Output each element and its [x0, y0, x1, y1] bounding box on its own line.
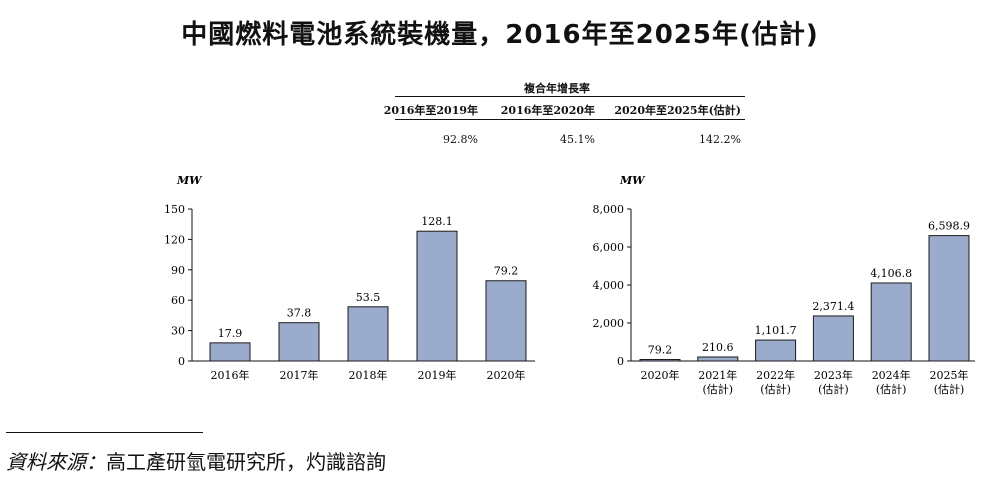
y-tick-label: 120: [164, 233, 185, 246]
cagr-rule-bottom: [395, 119, 745, 120]
y-tick-label: 6,000: [593, 241, 625, 254]
y-tick-label: 60: [171, 294, 185, 307]
bar: [485, 280, 527, 362]
y-axis-label: MW: [176, 174, 203, 187]
data-label: 79.2: [494, 265, 519, 278]
x-tick-label: 2022年: [756, 368, 795, 382]
cagr-value: 45.1%: [560, 133, 595, 146]
data-label: 17.9: [218, 327, 243, 340]
cagr-value: 142.2%: [699, 133, 741, 146]
x-tick-label: 2025年: [930, 368, 969, 382]
cagr-value: 92.8%: [443, 133, 478, 146]
data-label: 53.5: [356, 291, 381, 304]
x-tick-label: (估計): [818, 382, 849, 396]
source-label: 資料來源：: [6, 450, 106, 474]
y-tick-label: 2,000: [593, 317, 625, 330]
data-label: 128.1: [421, 215, 453, 228]
y-axis-label: MW: [619, 174, 646, 187]
x-tick-label: 2020年: [487, 368, 526, 382]
data-label: 79.2: [648, 343, 673, 356]
bar: [416, 230, 458, 362]
data-label: 2,371.4: [812, 300, 854, 313]
bar: [278, 322, 320, 362]
bar: [347, 306, 389, 362]
data-label: 1,101.7: [755, 324, 797, 337]
source-text: 高工產研氫電研究所，灼識諮詢: [106, 450, 386, 474]
source-note: 資料來源：高工產研氫電研究所，灼識諮詢: [6, 446, 386, 475]
y-tick-label: 8,000: [593, 203, 625, 216]
x-tick-label: 2016年: [211, 368, 250, 382]
source-rule: [6, 432, 203, 433]
x-tick-label: 2024年: [872, 368, 911, 382]
x-tick-label: 2017年: [280, 368, 319, 382]
y-tick-label: 30: [171, 325, 185, 338]
y-tick-label: 0: [178, 355, 185, 368]
bar: [639, 358, 681, 362]
bar: [209, 342, 251, 362]
x-tick-label: 2023年: [814, 368, 853, 382]
data-label: 4,106.8: [870, 267, 912, 280]
x-tick-label: (估計): [760, 382, 791, 396]
y-tick-label: 150: [164, 203, 185, 216]
bar: [812, 315, 854, 362]
cagr-rule-top: [395, 96, 745, 97]
data-label: 37.8: [287, 307, 312, 320]
cagr-table: 複合年增長率 2016年至2019年 2016年至2020年 2020年至202…: [0, 0, 1000, 160]
cagr-header: 2016年至2020年: [500, 104, 595, 117]
x-tick-label: (估計): [934, 382, 965, 396]
y-tick-label: 4,000: [593, 279, 625, 292]
bar: [755, 339, 797, 362]
bar: [928, 235, 970, 362]
y-tick-label: 0: [617, 355, 624, 368]
x-tick-label: 2021年: [698, 368, 737, 382]
data-label: 6,598.9: [928, 220, 970, 233]
cagr-header: 2020年至2025年(估計): [614, 104, 741, 117]
x-tick-label: 2018年: [349, 368, 388, 382]
y-tick-label: 90: [171, 264, 185, 277]
x-tick-label: 2019年: [418, 368, 457, 382]
bar: [870, 282, 912, 362]
x-tick-label: (估計): [876, 382, 907, 396]
x-tick-label: (估計): [703, 382, 734, 396]
cagr-caption: 複合年增長率: [524, 82, 590, 95]
cagr-header: 2016年至2019年: [383, 104, 478, 117]
data-label: 210.6: [702, 341, 734, 354]
x-tick-label: 2020年: [641, 368, 680, 382]
chart-title: 中國燃料電池系統裝機量，2016年至2025年(估計): [181, 20, 819, 50]
bar: [697, 356, 739, 362]
